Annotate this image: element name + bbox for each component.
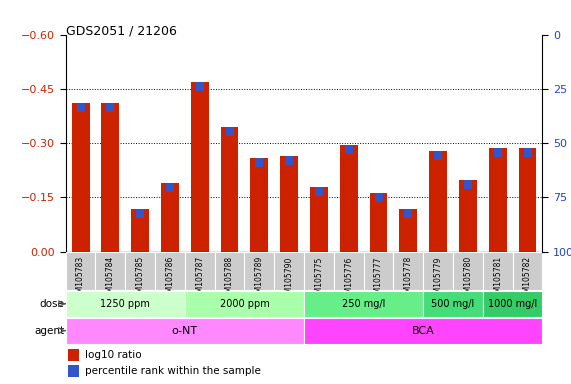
Bar [191, 81, 208, 252]
Text: GSM105790: GSM105790 [285, 256, 293, 303]
Bar [166, 183, 174, 192]
Bar [285, 156, 293, 166]
Bar [185, 252, 215, 290]
Text: agent: agent [34, 326, 64, 336]
Text: GSM105783: GSM105783 [76, 256, 85, 302]
Bar [185, 291, 304, 317]
Bar [280, 156, 298, 252]
Bar [131, 209, 149, 252]
Bar [404, 209, 412, 218]
Bar [102, 103, 119, 252]
Bar [244, 252, 274, 290]
Bar [304, 291, 423, 317]
Bar [524, 148, 532, 157]
Bar [161, 183, 179, 252]
Bar [196, 81, 204, 91]
Text: GSM105787: GSM105787 [195, 256, 204, 302]
Text: GDS2051 / 21206: GDS2051 / 21206 [66, 25, 176, 38]
Text: BCA: BCA [412, 326, 435, 336]
Text: 2000 ppm: 2000 ppm [220, 299, 270, 309]
Bar [310, 187, 328, 252]
Bar [375, 193, 383, 202]
Bar [494, 148, 502, 157]
Bar [345, 145, 353, 154]
Bar [399, 209, 417, 252]
Text: GSM105775: GSM105775 [315, 256, 323, 303]
Bar [71, 103, 90, 252]
Bar [518, 148, 537, 252]
Bar [215, 252, 244, 290]
Text: dose: dose [39, 299, 64, 309]
Bar [464, 180, 472, 189]
Text: GSM105782: GSM105782 [523, 256, 532, 302]
Text: GSM105777: GSM105777 [374, 256, 383, 303]
Text: 1250 ppm: 1250 ppm [100, 299, 150, 309]
Text: GSM105780: GSM105780 [464, 256, 472, 302]
Text: 250 mg/l: 250 mg/l [342, 299, 385, 309]
Text: percentile rank within the sample: percentile rank within the sample [85, 366, 260, 376]
Bar [459, 180, 477, 252]
Bar [155, 252, 185, 290]
Bar [364, 252, 393, 290]
Bar [125, 252, 155, 290]
Bar [483, 291, 542, 317]
Text: GSM105776: GSM105776 [344, 256, 353, 303]
Text: GSM105779: GSM105779 [433, 256, 443, 303]
Bar [453, 252, 483, 290]
Bar [68, 365, 79, 377]
Bar [434, 151, 442, 160]
Bar [136, 209, 144, 218]
Text: o-NT: o-NT [172, 326, 198, 336]
Bar [393, 252, 423, 290]
Bar [315, 187, 323, 196]
Bar [489, 148, 506, 252]
Bar [66, 252, 95, 290]
Text: GSM105788: GSM105788 [225, 256, 234, 302]
Bar [251, 158, 268, 252]
Bar [369, 193, 388, 252]
Text: GSM105786: GSM105786 [166, 256, 175, 302]
Bar [423, 291, 483, 317]
Bar [255, 158, 263, 167]
Text: 500 mg/l: 500 mg/l [432, 299, 475, 309]
Bar [483, 252, 513, 290]
Text: 1000 mg/l: 1000 mg/l [488, 299, 537, 309]
Bar [340, 145, 357, 252]
Bar [77, 103, 85, 112]
Bar [66, 291, 185, 317]
Bar [220, 127, 239, 252]
Bar [68, 349, 79, 361]
Bar [334, 252, 364, 290]
Bar [304, 318, 542, 344]
Bar [304, 252, 334, 290]
Bar [226, 127, 234, 136]
Text: GSM105784: GSM105784 [106, 256, 115, 302]
Bar [106, 103, 114, 112]
Text: log10 ratio: log10 ratio [85, 350, 142, 360]
Bar [274, 252, 304, 290]
Text: GSM105778: GSM105778 [404, 256, 413, 302]
Text: GSM105789: GSM105789 [255, 256, 264, 302]
Bar [66, 318, 304, 344]
Text: GSM105785: GSM105785 [136, 256, 144, 302]
Text: GSM105781: GSM105781 [493, 256, 502, 302]
Bar [95, 252, 125, 290]
Bar [513, 252, 542, 290]
Bar [429, 151, 447, 252]
Bar [423, 252, 453, 290]
